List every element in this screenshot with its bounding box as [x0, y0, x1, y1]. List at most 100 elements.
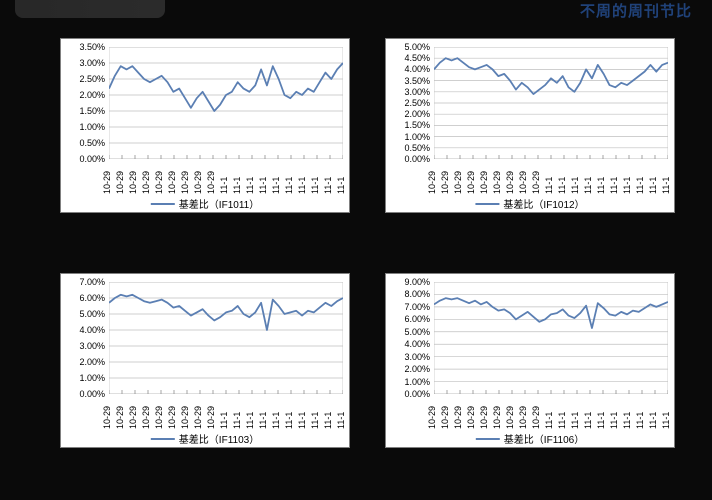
y-axis: 0.00%0.50%1.00%1.50%2.00%2.50%3.00%3.50% — [61, 47, 107, 157]
y-tick-label: 4.00% — [79, 325, 105, 335]
chart-svg — [434, 47, 668, 159]
chart-panel-IF1103: 0.00%1.00%2.00%3.00%4.00%5.00%6.00%7.00%… — [60, 273, 350, 448]
plot-area — [434, 47, 666, 157]
x-tick-label: 10-29 — [128, 406, 138, 429]
y-tick-label: 1.50% — [404, 120, 430, 130]
x-tick-label: 10-29 — [466, 406, 476, 429]
x-tick-label: 11-1 — [297, 177, 307, 194]
y-tick-label: 0.00% — [404, 154, 430, 164]
y-tick-label: 0.00% — [404, 389, 430, 399]
logo-stub — [15, 0, 165, 18]
y-tick-label: 3.00% — [79, 58, 105, 68]
legend-swatch — [151, 203, 175, 205]
y-axis: 0.00%1.00%2.00%3.00%4.00%5.00%6.00%7.00%… — [386, 282, 432, 392]
header-row: 不周的周刊节比 — [0, 0, 712, 25]
x-tick-label: 11-1 — [310, 177, 320, 194]
x-tick-label: 10-29 — [479, 171, 489, 194]
x-tick-label: 11-1 — [271, 177, 281, 194]
x-tick-label: 10-29 — [440, 406, 450, 429]
y-tick-label: 3.50% — [79, 42, 105, 52]
x-tick-label: 10-29 — [505, 406, 515, 429]
x-tick-label: 11-1 — [596, 177, 606, 194]
x-tick-label: 10-29 — [518, 171, 528, 194]
legend-IF1011: 基差比（IF1011） — [151, 196, 259, 211]
legend-swatch — [151, 438, 175, 440]
chart-panel-IF1106: 0.00%1.00%2.00%3.00%4.00%5.00%6.00%7.00%… — [385, 273, 675, 448]
legend-IF1012: 基差比（IF1012） — [475, 196, 584, 211]
x-tick-label: 10-29 — [479, 406, 489, 429]
chart-panel-IF1012: 0.00%0.50%1.00%1.50%2.00%2.50%3.00%3.50%… — [385, 38, 675, 213]
y-tick-label: 0.00% — [79, 389, 105, 399]
y-tick-label: 0.50% — [79, 138, 105, 148]
x-tick-label: 11-1 — [258, 177, 268, 194]
x-tick-label: 10-29 — [492, 171, 502, 194]
y-tick-label: 4.00% — [404, 339, 430, 349]
x-tick-label: 10-29 — [427, 406, 437, 429]
x-tick-label: 11-1 — [648, 177, 658, 194]
x-tick-label: 11-1 — [648, 412, 658, 429]
x-tick-label: 11-1 — [622, 177, 632, 194]
x-tick-label: 10-29 — [180, 171, 190, 194]
y-tick-label: 2.50% — [79, 74, 105, 84]
series-line-IF1012 — [434, 58, 668, 94]
x-tick-label: 10-29 — [167, 171, 177, 194]
x-tick-label: 11-1 — [635, 177, 645, 194]
x-tick-label: 11-1 — [570, 177, 580, 194]
x-tick-label: 10-29 — [154, 406, 164, 429]
x-tick-label: 10-29 — [427, 171, 437, 194]
x-tick-label: 10-29 — [128, 171, 138, 194]
y-axis: 0.00%0.50%1.00%1.50%2.00%2.50%3.00%3.50%… — [386, 47, 432, 157]
x-tick-label: 10-29 — [518, 406, 528, 429]
y-tick-label: 5.00% — [404, 327, 430, 337]
y-tick-label: 2.50% — [404, 98, 430, 108]
x-axis: 10-2910-2910-2910-2910-2910-2910-2910-29… — [109, 393, 341, 429]
x-tick-label: 11-1 — [310, 412, 320, 429]
x-tick-label: 10-29 — [115, 406, 125, 429]
series-line-IF1011 — [109, 63, 343, 111]
y-tick-label: 1.00% — [79, 373, 105, 383]
plot-area — [109, 282, 341, 392]
x-tick-label: 10-29 — [492, 406, 502, 429]
x-tick-label: 11-1 — [570, 412, 580, 429]
y-tick-label: 3.00% — [404, 87, 430, 97]
legend-label: 基差比（IF1011） — [179, 196, 259, 211]
x-tick-label: 10-29 — [440, 171, 450, 194]
plot-area — [434, 282, 666, 392]
legend-swatch — [476, 438, 500, 440]
x-tick-label: 11-1 — [323, 177, 333, 194]
x-tick-label: 10-29 — [141, 171, 151, 194]
x-axis: 10-2910-2910-2910-2910-2910-2910-2910-29… — [434, 393, 666, 429]
x-tick-label: 10-29 — [206, 171, 216, 194]
chart-svg — [109, 47, 343, 159]
y-tick-label: 6.00% — [79, 293, 105, 303]
x-tick-label: 11-1 — [583, 177, 593, 194]
x-tick-label: 11-1 — [661, 177, 671, 194]
y-tick-label: 0.50% — [404, 143, 430, 153]
x-tick-label: 10-29 — [141, 406, 151, 429]
legend-IF1103: 基差比（IF1103） — [151, 431, 259, 446]
y-tick-label: 2.00% — [404, 364, 430, 374]
x-tick-label: 11-1 — [336, 412, 346, 429]
x-tick-label: 11-1 — [323, 412, 333, 429]
y-tick-label: 9.00% — [404, 277, 430, 287]
x-tick-label: 10-29 — [531, 406, 541, 429]
y-tick-label: 3.00% — [404, 352, 430, 362]
x-tick-label: 11-1 — [622, 412, 632, 429]
y-tick-label: 1.00% — [79, 122, 105, 132]
y-tick-label: 7.00% — [404, 302, 430, 312]
y-tick-label: 4.50% — [404, 53, 430, 63]
x-axis: 10-2910-2910-2910-2910-2910-2910-2910-29… — [434, 158, 666, 194]
x-tick-label: 10-29 — [206, 406, 216, 429]
x-tick-label: 11-1 — [245, 177, 255, 194]
y-tick-label: 2.00% — [79, 357, 105, 367]
x-tick-label: 10-29 — [466, 171, 476, 194]
x-tick-label: 11-1 — [284, 177, 294, 194]
x-tick-label: 11-1 — [258, 412, 268, 429]
y-tick-label: 2.00% — [404, 109, 430, 119]
x-tick-label: 11-1 — [609, 177, 619, 194]
legend-label: 基差比（IF1103） — [179, 431, 259, 446]
x-tick-label: 10-29 — [453, 171, 463, 194]
y-tick-label: 6.00% — [404, 314, 430, 324]
x-tick-label: 11-1 — [609, 412, 619, 429]
y-tick-label: 2.00% — [79, 90, 105, 100]
